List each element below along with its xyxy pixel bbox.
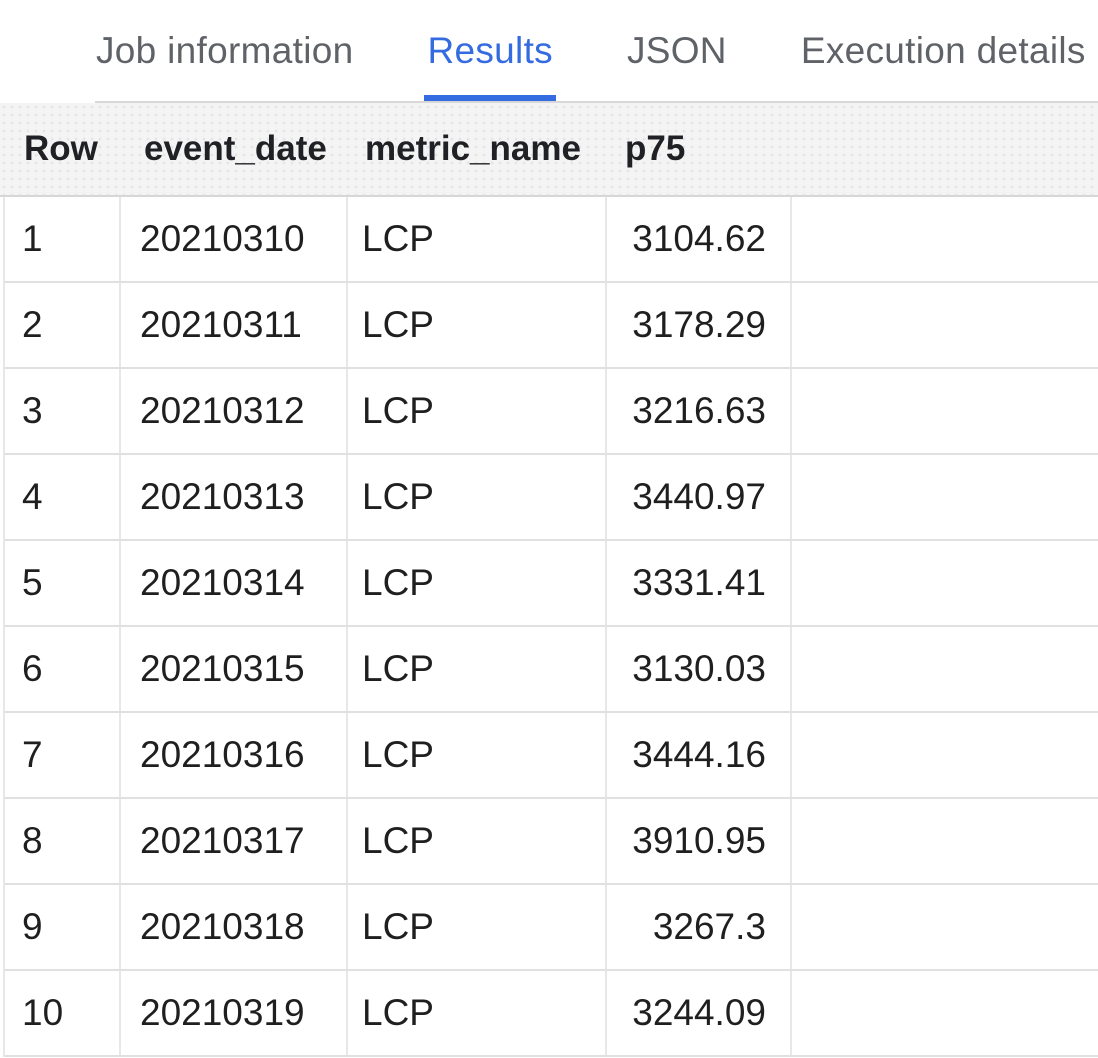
cell-filler [792, 455, 1098, 539]
cell-filler [792, 627, 1098, 711]
cell-metric-name: LCP [348, 713, 607, 797]
tab-results[interactable]: Results [424, 0, 557, 101]
cell-metric-name: LCP [348, 197, 607, 281]
cell-event-date: 20210319 [121, 971, 348, 1055]
cell-filler [792, 369, 1098, 453]
cell-p75: 3440.97 [607, 455, 792, 539]
cell-p75: 3216.63 [607, 369, 792, 453]
cell-row-number: 9 [5, 885, 121, 969]
tab-bar-border-notch [0, 101, 95, 103]
table-row: 6 20210315 LCP 3130.03 [5, 627, 1098, 713]
cell-row-number: 4 [5, 455, 121, 539]
cell-p75: 3130.03 [607, 627, 792, 711]
cell-row-number: 2 [5, 283, 121, 367]
tab-json[interactable]: JSON [626, 29, 727, 71]
tab-job-information[interactable]: Job information [96, 29, 354, 71]
table-row: 3 20210312 LCP 3216.63 [5, 369, 1098, 455]
cell-metric-name: LCP [348, 283, 607, 367]
tab-bar: Job information Results JSON Execution d… [0, 0, 1098, 103]
table-row: 2 20210311 LCP 3178.29 [5, 283, 1098, 369]
cell-row-number: 5 [5, 541, 121, 625]
column-header-event-date: event_date [144, 129, 327, 168]
table-header-row: Row event_date metric_name p75 [0, 103, 1098, 197]
cell-metric-name: LCP [348, 627, 607, 711]
column-header-metric-name: metric_name [365, 129, 581, 168]
cell-event-date: 20210316 [121, 713, 348, 797]
cell-filler [792, 971, 1098, 1055]
cell-p75: 3910.95 [607, 799, 792, 883]
cell-p75: 3178.29 [607, 283, 792, 367]
cell-row-number: 6 [5, 627, 121, 711]
cell-row-number: 8 [5, 799, 121, 883]
cell-event-date: 20210314 [121, 541, 348, 625]
cell-row-number: 3 [5, 369, 121, 453]
table-row: 7 20210316 LCP 3444.16 [5, 713, 1098, 799]
cell-metric-name: LCP [348, 799, 607, 883]
cell-row-number: 10 [5, 971, 121, 1055]
table-row: 4 20210313 LCP 3440.97 [5, 455, 1098, 541]
table-row: 9 20210318 LCP 3267.3 [5, 885, 1098, 971]
column-header-p75: p75 [625, 129, 686, 168]
cell-event-date: 20210318 [121, 885, 348, 969]
table-body: 1 20210310 LCP 3104.62 2 20210311 LCP 31… [3, 197, 1098, 1057]
table-row: 1 20210310 LCP 3104.62 [5, 197, 1098, 283]
cell-filler [792, 541, 1098, 625]
cell-filler [792, 799, 1098, 883]
cell-event-date: 20210317 [121, 799, 348, 883]
cell-filler [792, 283, 1098, 367]
cell-metric-name: LCP [348, 369, 607, 453]
cell-p75: 3104.62 [607, 197, 792, 281]
cell-filler [792, 197, 1098, 281]
cell-p75: 3267.3 [607, 885, 792, 969]
cell-row-number: 7 [5, 713, 121, 797]
cell-metric-name: LCP [348, 885, 607, 969]
table-row: 5 20210314 LCP 3331.41 [5, 541, 1098, 627]
cell-filler [792, 885, 1098, 969]
table-row: 8 20210317 LCP 3910.95 [5, 799, 1098, 885]
tab-execution-details[interactable]: Execution details [800, 29, 1086, 71]
cell-p75: 3244.09 [607, 971, 792, 1055]
cell-event-date: 20210313 [121, 455, 348, 539]
cell-filler [792, 713, 1098, 797]
cell-event-date: 20210310 [121, 197, 348, 281]
cell-event-date: 20210312 [121, 369, 348, 453]
column-header-row: Row [24, 129, 98, 168]
cell-event-date: 20210311 [121, 283, 348, 367]
cell-metric-name: LCP [348, 455, 607, 539]
table-row: 10 20210319 LCP 3244.09 [5, 971, 1098, 1057]
cell-row-number: 1 [5, 197, 121, 281]
cell-p75: 3444.16 [607, 713, 792, 797]
cell-p75: 3331.41 [607, 541, 792, 625]
cell-metric-name: LCP [348, 971, 607, 1055]
cell-metric-name: LCP [348, 541, 607, 625]
cell-event-date: 20210315 [121, 627, 348, 711]
